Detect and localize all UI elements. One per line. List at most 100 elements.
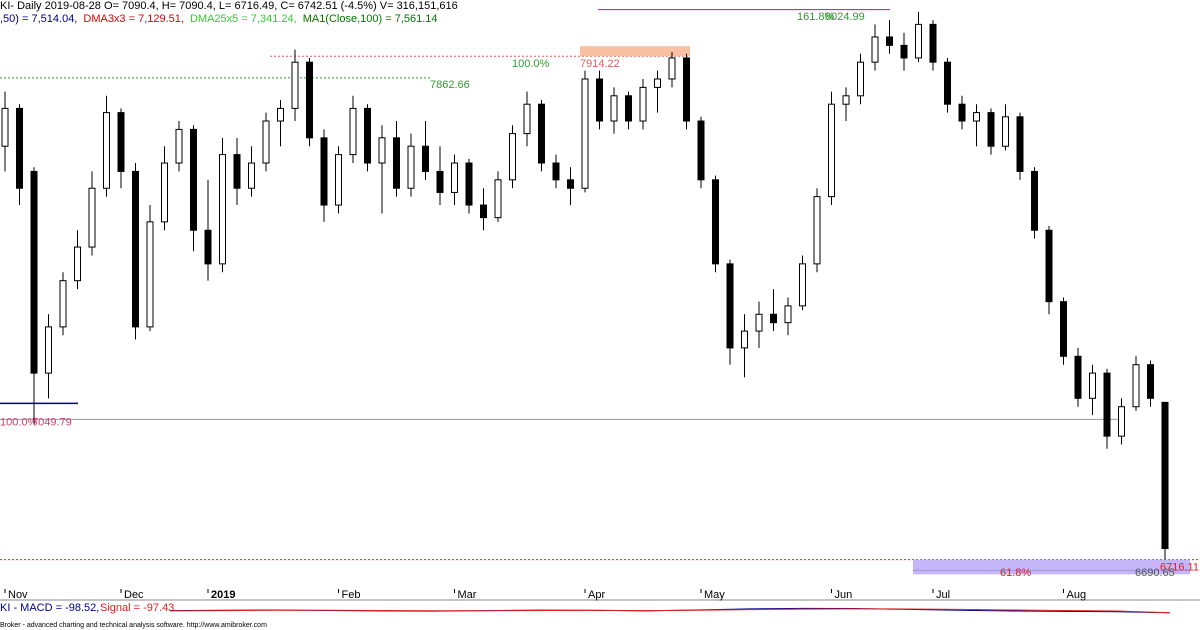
candle-body: [74, 246, 81, 282]
candle-body: [567, 179, 574, 189]
fib-label: 100.0%: [0, 416, 38, 428]
candle-body: [1103, 372, 1111, 437]
candle-body: [1132, 364, 1140, 408]
macd-label: KI - MACD = -98.52,: [0, 602, 99, 614]
candle-body: [973, 112, 980, 122]
candle-body: [523, 103, 531, 135]
candle-body: [1118, 406, 1125, 437]
candle-body: [16, 107, 23, 189]
level-label: 6690.65: [1135, 567, 1175, 579]
x-tick-label: May: [704, 589, 725, 601]
candle-body: [59, 280, 67, 328]
x-tick-label: Dec: [124, 589, 144, 601]
candle-body: [161, 162, 168, 223]
level-label: 6716.11: [1160, 562, 1199, 574]
x-tick-label: Mar: [458, 589, 477, 601]
indicator-label: ,50) = 7,514.04,: [0, 13, 77, 25]
x-tick-label: Aug: [1067, 589, 1087, 601]
candle-body: [117, 112, 125, 172]
x-tick-label: Jul: [936, 589, 950, 601]
candle-body: [277, 107, 284, 122]
x-tick-label: Jun: [835, 589, 853, 601]
level-label: 8024.99: [825, 11, 865, 23]
candle-body: [306, 61, 313, 139]
candle-body: [958, 103, 966, 122]
candle-body: [697, 120, 705, 181]
fib-label: 161.8%: [797, 11, 835, 23]
candle-body: [88, 187, 96, 248]
level-label: 7914.22: [580, 58, 620, 70]
candle-body: [929, 23, 937, 63]
candle-body: [436, 170, 444, 193]
candle-body: [1147, 364, 1154, 399]
candle-body: [625, 95, 632, 122]
candle-body: [494, 179, 502, 219]
candle-body: [1161, 401, 1169, 550]
candle-body: [538, 103, 545, 164]
candle-body: [422, 145, 429, 172]
candle-body: [30, 170, 38, 374]
candle-body: [900, 44, 908, 59]
candle-body: [320, 137, 328, 206]
header: KI- Daily 2019-08-28 O= 7090.4, H= 7090.…: [0, 0, 458, 12]
candle-body: [45, 326, 52, 374]
candle-body: [581, 78, 589, 189]
candle-body: [1, 107, 9, 147]
candle-body: [668, 57, 676, 80]
target-zone: [913, 559, 1190, 575]
indicator-label: MA1(Close,100) = 7,561.14: [303, 13, 438, 25]
candle-body: [886, 36, 893, 46]
candle-body: [828, 103, 835, 198]
candle-body: [712, 179, 719, 265]
candle-body: [1016, 116, 1024, 172]
candle-body: [407, 145, 415, 189]
x-tick-label: Apr: [588, 589, 605, 601]
candle-body: [451, 162, 458, 193]
candle-body: [1089, 372, 1096, 399]
candle-body: [219, 154, 226, 265]
candle-body: [480, 204, 487, 219]
candle-body: [813, 196, 821, 265]
candle-body: [987, 112, 995, 147]
candle-body: [233, 154, 241, 189]
candle-body: [1031, 170, 1038, 231]
indicator-label: DMA25x5 = 7,341.24,: [190, 13, 297, 25]
candle-body: [146, 221, 154, 328]
candle-body: [871, 36, 879, 63]
candle-body: [639, 86, 647, 122]
x-tick-label: Feb: [342, 589, 361, 601]
candle-body: [552, 162, 560, 181]
candle-body: [741, 330, 748, 349]
candle-body: [349, 107, 357, 156]
candle-body: [132, 170, 139, 328]
x-tick-label: 2019: [211, 589, 235, 601]
candle-body: [755, 313, 763, 332]
candle-body: [465, 162, 473, 206]
footer: Broker - advanced charting and technical…: [0, 622, 267, 629]
resistance-zone: [580, 46, 690, 57]
candle-body: [248, 162, 255, 189]
candle-body: [335, 154, 342, 206]
fib-label: 100.0%: [512, 58, 550, 70]
candle-body: [1002, 116, 1009, 147]
candle-body: [842, 95, 850, 105]
candle-body: [103, 112, 110, 189]
candle-body: [291, 61, 299, 109]
candle-body: [683, 57, 690, 122]
candle-body: [393, 137, 400, 189]
candle-body: [770, 313, 777, 324]
level-label: 7862.66: [430, 79, 470, 91]
candle-body: [915, 23, 922, 59]
candle-body: [190, 128, 197, 231]
candle-body: [799, 263, 806, 307]
fib-label: 61.8%: [1000, 567, 1031, 579]
candle-body: [610, 95, 618, 122]
candle-body: [944, 61, 951, 105]
x-tick-label: Nov: [8, 589, 28, 601]
candle-body: [596, 78, 603, 122]
candle-body: [857, 61, 864, 97]
candle-body: [204, 229, 212, 265]
candle-body: [1045, 229, 1053, 303]
candle-body: [175, 128, 183, 164]
